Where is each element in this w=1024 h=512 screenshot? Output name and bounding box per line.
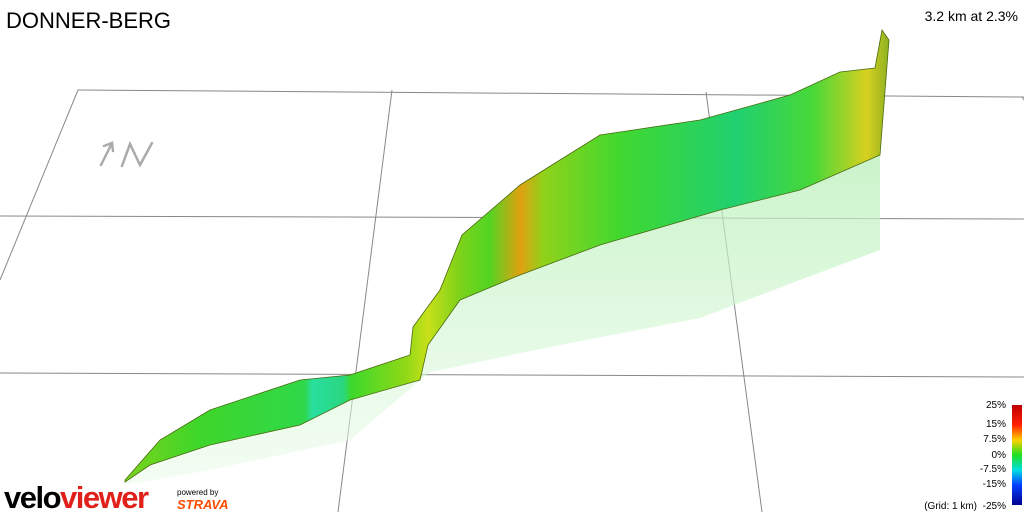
grid-line: [0, 89, 79, 281]
elevation-ribbon: [124, 28, 890, 483]
gradient-scale: [1012, 405, 1022, 505]
legend-label: -7.5%: [980, 464, 1006, 475]
elevation-reflection: [125, 155, 880, 485]
legend-label: -25%: [983, 501, 1006, 512]
logo-part: viewer: [60, 480, 149, 512]
legend-label: 7.5%: [983, 434, 1006, 445]
title: DONNER-BERG: [6, 8, 171, 33]
summary: 3.2 km at 2.3%: [925, 8, 1018, 24]
partner-logo: STRAVA: [177, 497, 229, 512]
powered-by: powered by: [177, 488, 218, 497]
legend-labels: 25% 15% 7.5% 0% -7.5% -15% -25%: [980, 400, 1006, 512]
legend-label: -15%: [983, 479, 1006, 490]
logo-part: velo: [4, 480, 61, 512]
grid-line: [337, 89, 393, 512]
grid-line: [0, 372, 1024, 378]
legend-label: 15%: [986, 419, 1006, 430]
logo: veloviewer: [4, 480, 149, 512]
north-arrow: [99, 140, 154, 168]
legend-label: 25%: [986, 400, 1006, 411]
legend-label: 0%: [992, 450, 1007, 461]
grid-note: (Grid: 1 km): [924, 501, 977, 512]
